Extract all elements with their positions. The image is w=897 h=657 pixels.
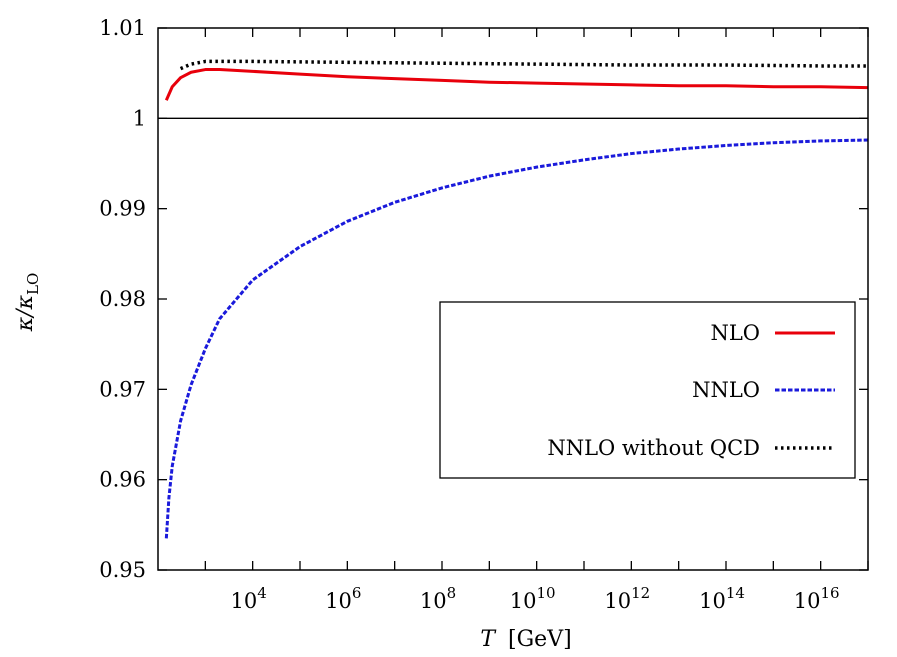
series-line-nlo <box>164 68 869 101</box>
x-tick-label: 104 <box>231 584 267 613</box>
x-tick-exponent: 4 <box>257 584 267 602</box>
y-tick-label: 0.97 <box>99 377 146 401</box>
legend-entries: NLO NNLO NNLO without QCD <box>547 321 835 460</box>
x-tick-exponent: 16 <box>820 584 839 602</box>
y-tick-label: 0.99 <box>99 197 146 221</box>
x-tick-exponent: 8 <box>447 584 457 602</box>
y-tick-label: 0.95 <box>99 558 146 582</box>
x-tick-base: 10 <box>510 589 537 613</box>
x-tick-exponent: 14 <box>726 584 745 602</box>
x-tick-label: 108 <box>420 584 456 613</box>
x-axis-unit: [GeV] <box>508 627 572 652</box>
series-line-nnlo-without-qcd <box>179 59 868 71</box>
x-tick-label: 1010 <box>510 584 556 613</box>
x-tick-base: 10 <box>604 589 631 613</box>
series-line-nnlo <box>164 138 869 539</box>
x-axis-variable: T <box>480 627 497 652</box>
x-tick-label: 1016 <box>794 584 840 613</box>
y-tick-label: 1 <box>133 106 146 130</box>
y-axis-subscript: LO <box>24 273 42 295</box>
legend-label: NNLO <box>692 378 760 402</box>
y-axis-main: κ/κ <box>13 294 38 332</box>
x-tick-exponent: 6 <box>352 584 362 602</box>
legend-label: NNLO without QCD <box>547 436 760 460</box>
x-tick-base: 10 <box>325 589 352 613</box>
x-axis-title: T [GeV] <box>480 627 571 652</box>
x-tick-exponent: 10 <box>536 584 555 602</box>
plot-frame <box>157 27 869 571</box>
x-tick-label: 1014 <box>699 584 745 613</box>
x-tick-base: 10 <box>794 589 821 613</box>
series-layer <box>164 59 869 539</box>
y-axis-title: κ/κLO <box>13 273 42 333</box>
ticks-layer <box>158 27 869 571</box>
y-tick-label: 0.96 <box>99 468 146 492</box>
x-tick-base: 10 <box>699 589 726 613</box>
x-tick-exponent: 12 <box>631 584 650 602</box>
y-tick-label: 1.01 <box>99 16 146 40</box>
legend-label: NLO <box>710 321 760 345</box>
x-tick-base: 10 <box>231 589 258 613</box>
x-tick-label: 1012 <box>604 584 650 613</box>
x-tick-base: 10 <box>420 589 447 613</box>
y-tick-label: 0.98 <box>99 287 146 311</box>
legend: NLO NNLO NNLO without QCD <box>439 301 856 479</box>
x-tick-label: 106 <box>325 584 361 613</box>
